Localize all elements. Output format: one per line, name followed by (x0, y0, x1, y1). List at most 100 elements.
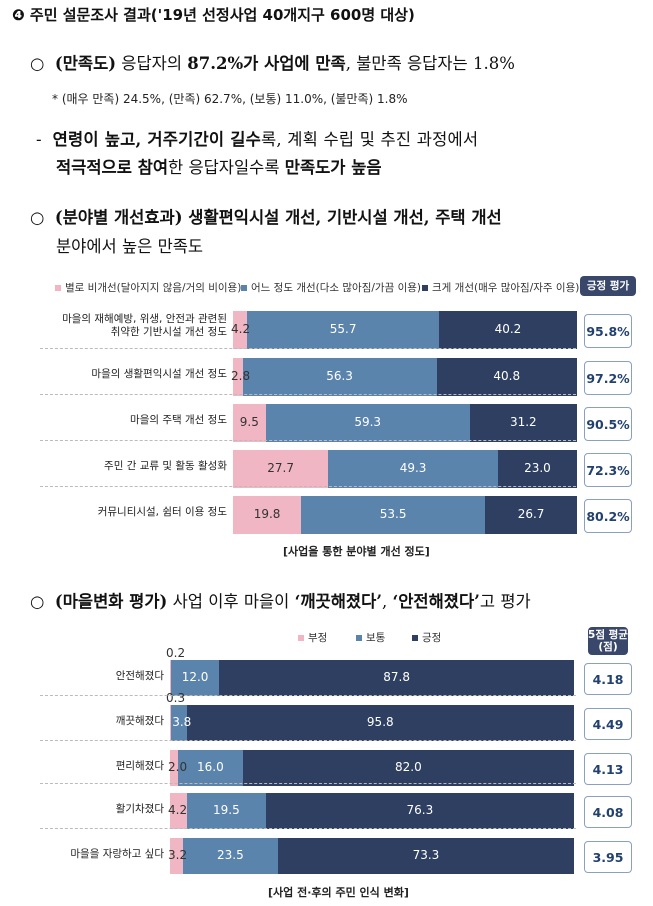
legend-swatch-pos (422, 284, 428, 291)
value-label-pos: 31.2 (509, 415, 537, 429)
row-separator (40, 783, 576, 784)
bar-segment-mid (182, 838, 278, 874)
category-label: 마을의 생활편익시설 개선 정도 (40, 368, 227, 381)
score-box: 72.3% (584, 453, 632, 487)
bar-segment-mid (301, 496, 486, 534)
field-improvement-line-2: 분야에서 높은 만족도 (56, 237, 204, 256)
value-label-neg: 27.7 (267, 461, 294, 475)
value-label-neg: 2.8 (231, 369, 251, 383)
value-label-pos: 26.7 (517, 507, 545, 521)
category-label-line: 마을의 재해예방, 위생, 안전과 관련된 (62, 313, 227, 325)
category-label-line: 마을을 자랑하고 싶다 (70, 848, 164, 860)
row-separator (40, 695, 576, 696)
row-separator (40, 740, 576, 741)
stacked-bar (170, 705, 574, 741)
bar-segment-pos (265, 793, 574, 829)
category-label-line: 편리해졌다 (115, 760, 164, 772)
value-label-pos: 76.3 (406, 803, 434, 817)
stacked-bar (170, 838, 574, 874)
legend2-swatch-pos (412, 634, 418, 641)
bar-segment-mid (328, 450, 498, 488)
score-box: 4.13 (584, 753, 632, 785)
score-box: 95.8% (584, 314, 632, 348)
legend2-swatch-mid (356, 634, 362, 641)
value-label-pos: 87.8 (383, 670, 410, 684)
value-label-mid: 3.8 (172, 715, 192, 729)
village-change-line: ○ (마을변화 평가) 사업 이후 마을이 ‘깨끗해졌다’, ‘안전해졌다’고 … (30, 592, 531, 611)
value-label-pos: 40.8 (493, 369, 521, 383)
value-label-neg: 19.8 (253, 507, 281, 521)
bar-segment-neg (170, 838, 183, 874)
bar-segment-pos (485, 496, 577, 534)
value-label-neg: 4.2 (168, 803, 188, 817)
bar-segment-pos (186, 705, 574, 741)
stacked-bar (233, 496, 577, 534)
category-label: 안전해졌다 (40, 670, 164, 683)
value-label-neg: 9.5 (239, 415, 259, 429)
value-label-neg: 0.2 (166, 646, 186, 660)
stacked-bar (233, 404, 577, 442)
field-improvement-line: ○ (분야별 개선효과) 생활편익시설 개선, 기반시설 개선, 주택 개선 (30, 208, 502, 227)
category-label: 마을의 재해예방, 위생, 안전과 관련된 취약한 기반시설 개선 정도 (40, 313, 227, 339)
bar-segment-mid (171, 705, 187, 741)
value-label-neg: 2.0 (168, 760, 188, 774)
category-label-line: 마을의 주택 개선 정도 (130, 414, 227, 426)
category-label-line: 마을의 생활편익시설 개선 정도 (91, 368, 227, 380)
score-box: 80.2% (584, 499, 632, 533)
category-label-line: 깨끗해졌다 (115, 715, 164, 727)
category-label: 커뮤니티시설, 쉼터 이용 정도 (40, 506, 227, 519)
bar-segment-neg (170, 750, 179, 786)
row-separator (40, 394, 576, 395)
legend2-label-pos: 긍정 (422, 632, 442, 644)
category-label-line: 안전해졌다 (115, 670, 164, 682)
bar-segment-neg (233, 358, 243, 396)
chart2-legend: 부정 보통 긍정 (298, 630, 498, 646)
value-label-neg: 0.3 (166, 691, 186, 705)
participation-line: 적극적으로 참여한 응답자일수록 만족도가 높음 (56, 158, 382, 177)
category-label: 편리해졌다 (40, 760, 164, 773)
score-box: 4.49 (584, 708, 632, 740)
value-label-pos: 40.2 (494, 322, 522, 336)
bar-segment-mid (242, 358, 437, 396)
bar-segment-pos (436, 358, 577, 396)
age-residence-line: - 연령이 높고, 거주기간이 길수록, 계획 수립 및 추진 과정에서 (36, 130, 479, 149)
legend-label-pos: 크게 개선(매우 많아짐/자주 이용) (432, 282, 580, 294)
bullet: ○ (30, 54, 45, 73)
value-label-mid: 59.3 (354, 415, 382, 429)
category-label: 주민 간 교류 및 활동 활성화 (40, 460, 227, 473)
chart1-legend: 별로 비개선(달아지지 않음/거의 비이용) 어느 정도 개선(다소 많아짐/가… (55, 277, 635, 295)
satisfaction-line: ○ (만족도) 응답자의 87.2%가 사업에 만족, 불만족 응답자는 1.8… (30, 54, 515, 73)
bar-segment-neg (233, 496, 302, 534)
chart2-score-header: 5점 평균 (점) (588, 627, 628, 655)
bar-segment-neg (170, 660, 171, 696)
category-label: 깨끗해졌다 (40, 715, 164, 728)
bar-segment-pos (219, 660, 574, 696)
chart1-caption: [사업을 통한 분야별 개선 정도] (283, 545, 430, 558)
category-label: 마을을 자랑하고 싶다 (40, 848, 164, 861)
chart2: 안전해졌다 0.2 12.0 87.8 4.18 깨끗해졌다 0.3 3.8 95.8 4.49 편… (40, 646, 640, 880)
legend2-label-mid: 보통 (366, 632, 386, 644)
category-label-line: 취약한 기반시설 개선 정도 (110, 326, 227, 338)
bar-segment-neg (233, 311, 248, 349)
score-box: 4.08 (584, 796, 632, 828)
chart1-score-header: 긍정 평가 (580, 276, 636, 296)
stacked-bar (170, 793, 574, 829)
section-heading: ❹ 주민 설문조사 결과('19년 선정사업 40개지구 600명 대상) (12, 6, 415, 24)
stacked-bar (170, 660, 574, 696)
category-label-line: 활기차졌다 (115, 803, 164, 815)
value-label-pos: 95.8 (366, 715, 394, 729)
bar-segment-pos (438, 311, 577, 349)
bar-segment-mid (265, 404, 470, 442)
chart1: 마을의 재해예방, 위생, 안전과 관련된 취약한 기반시설 개선 정도 4.2 55… (40, 308, 640, 538)
category-label: 활기차졌다 (40, 803, 164, 816)
stacked-bar (233, 358, 577, 396)
row-separator (40, 348, 576, 349)
score-box: 90.5% (584, 407, 632, 441)
bar-segment-mid (186, 793, 266, 829)
value-label-pos: 73.3 (412, 848, 440, 862)
bar-segment-mid (170, 660, 220, 696)
row-separator (40, 440, 576, 441)
satisfaction-note: * (매우 만족) 24.5%, (만족) 62.7%, (보통) 11.0%,… (52, 92, 408, 106)
chart2-caption: [사업 전·후의 주민 인식 변화] (268, 886, 409, 899)
bar-segment-mid (247, 311, 439, 349)
